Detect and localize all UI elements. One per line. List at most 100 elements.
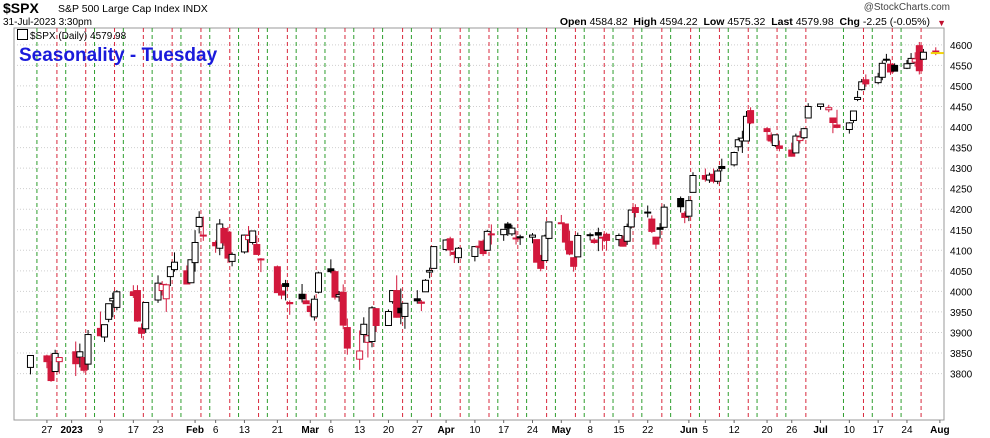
- candle-body: [623, 225, 631, 242]
- candle-body: [874, 76, 882, 84]
- candle-body: [273, 266, 281, 294]
- x-tick-label: 21: [272, 425, 284, 436]
- candle: [277, 284, 285, 300]
- candle-body: [516, 236, 524, 239]
- candle: [677, 196, 685, 213]
- candle: [393, 275, 401, 318]
- candle-body: [393, 290, 401, 318]
- candle-body: [360, 323, 368, 336]
- y-tick-label: 3900: [950, 328, 973, 339]
- candle-body: [257, 258, 265, 261]
- candle: [315, 271, 323, 294]
- candle-body: [315, 272, 323, 293]
- quote-date: 31-Jul-2023 3:30pm: [3, 17, 92, 28]
- plot-area: [13, 27, 945, 421]
- candle: [586, 232, 594, 241]
- candle: [43, 354, 51, 369]
- symbol-description: S&P 500 Large Cap Index INDX: [58, 3, 208, 15]
- candle-body: [401, 302, 409, 317]
- candle-body: [849, 110, 857, 121]
- candle-body: [541, 235, 549, 262]
- candle: [372, 308, 380, 333]
- candle: [55, 357, 63, 374]
- candle-body: [51, 352, 59, 373]
- candle-body: [417, 301, 425, 304]
- candle: [298, 283, 306, 303]
- candle-body: [858, 81, 866, 91]
- candle: [384, 309, 392, 326]
- watermark: @StockCharts.com: [863, 2, 950, 13]
- candle-body: [310, 298, 318, 318]
- candle: [170, 252, 178, 272]
- candle: [105, 303, 113, 323]
- x-tick-label: 22: [642, 425, 654, 436]
- candle: [874, 72, 882, 85]
- candle-body: [627, 209, 635, 228]
- candle-body: [249, 230, 257, 243]
- candle: [537, 254, 545, 272]
- candle-body: [792, 135, 800, 154]
- candle: [310, 295, 318, 321]
- candle: [804, 103, 812, 119]
- candle: [882, 53, 890, 63]
- candle: [603, 232, 611, 251]
- y-tick-label: 4500: [950, 82, 973, 93]
- series-legend: $SPX (Daily) 4579.98: [17, 29, 126, 42]
- candle-body: [817, 103, 825, 107]
- candle: [72, 341, 80, 377]
- candle-body: [72, 351, 80, 365]
- x-tick-label: Aug: [930, 425, 949, 436]
- candle: [101, 324, 109, 342]
- x-tick-label: Apr: [437, 425, 454, 436]
- candle: [763, 127, 771, 141]
- candle: [574, 232, 582, 258]
- candle-body: [413, 298, 421, 302]
- x-tick-label: 17: [128, 425, 140, 436]
- candle: [331, 270, 339, 300]
- candle-body: [327, 268, 335, 273]
- y-tick-label: 4550: [950, 61, 973, 72]
- candle-body: [343, 327, 351, 349]
- candle: [590, 237, 598, 244]
- candle-body: [277, 290, 285, 296]
- candle-body: [829, 117, 837, 124]
- candle: [615, 233, 623, 247]
- candle-body: [742, 115, 750, 142]
- x-tick-label: 2023: [60, 425, 83, 436]
- x-tick-label: 17: [498, 425, 510, 436]
- candle-body: [105, 303, 113, 320]
- candle-body: [734, 139, 742, 148]
- x-tick-label: 10: [469, 425, 481, 436]
- candle-body: [747, 110, 755, 124]
- chg-down-arrow-icon: ▼: [937, 18, 946, 28]
- candle-body: [833, 124, 841, 128]
- candle: [570, 257, 578, 272]
- candle-body: [422, 279, 430, 293]
- candle: [660, 204, 668, 228]
- candle-body: [631, 207, 639, 213]
- candle: [471, 246, 479, 262]
- legend-text: $SPX (Daily) 4579.98: [30, 31, 127, 42]
- candle: [302, 293, 310, 305]
- y-tick-label: 4400: [950, 123, 973, 134]
- candle: [286, 300, 294, 315]
- candle-body: [882, 58, 890, 61]
- candle: [734, 137, 742, 152]
- candle: [689, 172, 697, 193]
- candle: [166, 266, 174, 287]
- candle-body: [430, 246, 438, 269]
- chg-label: Chg: [839, 16, 860, 28]
- x-tick-label: 27: [412, 425, 424, 436]
- x-tick-label: 13: [354, 425, 366, 436]
- candle: [224, 226, 232, 264]
- candle-body: [919, 51, 927, 60]
- candle-body: [142, 301, 150, 330]
- y-tick-label: 4050: [950, 267, 973, 278]
- candle: [356, 330, 364, 370]
- candle-body: [228, 253, 236, 262]
- candle: [747, 107, 755, 125]
- candle: [845, 122, 853, 134]
- candle-body: [356, 350, 364, 360]
- candle-body: [26, 354, 34, 368]
- candle-body: [771, 134, 779, 147]
